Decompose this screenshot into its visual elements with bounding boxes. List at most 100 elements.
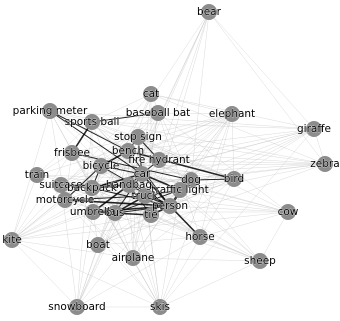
node-label-person: person (152, 200, 188, 212)
edge-bicycle-bird (100, 165, 235, 180)
edge-zebra-bicycle (100, 163, 326, 167)
strong-edge-bench-bird (127, 150, 235, 180)
node-stop-sign (130, 129, 146, 145)
node-skis (152, 299, 168, 315)
edge-bicycle-kite (11, 165, 102, 241)
edge-backpack-sheep (91, 187, 261, 262)
edge-zebra-dog (190, 163, 326, 181)
node-label-tie: tie (144, 209, 158, 221)
edge-tie-boat (97, 214, 152, 246)
edge-stop-sign-bird (137, 136, 235, 180)
edge-bird-airplane (132, 178, 235, 259)
edge-elephant-skis (159, 113, 233, 308)
edge-airplane-sheep (132, 257, 261, 262)
edge-fire-hydrant-zebra (158, 159, 326, 165)
node-label-kite: kite (2, 234, 22, 246)
node-motorcycle (57, 192, 73, 208)
node-train (29, 167, 45, 183)
edge-elephant-bicycle (100, 113, 233, 167)
edge-kite-airplane (11, 239, 134, 259)
edge-sports-ball-giraffe (91, 121, 315, 130)
edge-frisbee-traffic-light (71, 152, 181, 191)
node-suitcase (53, 177, 69, 193)
edge-parking-meter-bird (49, 110, 235, 180)
node-label-airplane: airplane (112, 252, 155, 264)
edge-backpack-skis (91, 187, 161, 308)
edge-elephant-train (36, 113, 233, 176)
node-label-bird: bird (224, 173, 244, 185)
node-label-parking-meter: parking meter (13, 105, 88, 117)
node-bench (120, 143, 136, 159)
edge-elephant-bird (231, 113, 235, 180)
edge-cat-elephant (150, 93, 233, 115)
node-cow (280, 204, 296, 220)
edge-tie-horse (150, 214, 201, 238)
edge-giraffe-person (169, 128, 315, 207)
node-person (162, 198, 178, 214)
edge-bear-fire-hydrant (158, 11, 210, 161)
node-parking-meter (42, 103, 58, 119)
node-bicycle (93, 158, 109, 174)
edge-bus-airplane (114, 212, 134, 259)
edge-suitcase-skis (60, 184, 161, 308)
edge-cow-kite (11, 211, 289, 241)
node-label-snowboard: snowboard (48, 301, 105, 313)
node-giraffe (306, 121, 322, 137)
edge-train-kite (11, 174, 38, 241)
edge-dog-sheep (190, 179, 261, 262)
node-label-suitcase: suitcase (39, 179, 82, 191)
edge-baseball-bat-airplane (132, 112, 159, 259)
node-label-backpack: backpack (67, 182, 118, 194)
node-frisbee (64, 145, 80, 161)
node-zebra (317, 156, 333, 172)
edge-horse-boat (97, 236, 201, 246)
edge-horse-snowboard (76, 236, 201, 308)
edge-sports-ball-stop-sign (91, 121, 139, 138)
node-label-giraffe: giraffe (297, 123, 331, 135)
node-truck (137, 188, 153, 204)
edge-giraffe-bird (233, 128, 315, 180)
edge-handbag-skis (128, 184, 161, 308)
node-elephant (224, 106, 240, 122)
node-label-horse: horse (185, 231, 214, 243)
graph-labels: bear cat baseball bat parking meter elephant… (2, 6, 340, 314)
edge-motorcycle-skis (64, 199, 161, 308)
strong-edge-person-bench (127, 150, 171, 207)
node-sports-ball (84, 114, 100, 130)
node-snowboard (69, 299, 85, 315)
node-cat (143, 86, 159, 102)
edge-traffic-light-sheep (179, 189, 261, 262)
edge-motorcycle-airplane (64, 199, 134, 259)
node-label-bench: bench (112, 145, 144, 157)
node-label-elephant: elephant (209, 108, 255, 120)
edge-bear-snowboard (76, 11, 210, 308)
node-label-skis: skis (150, 301, 170, 313)
edge-kite-snowboard (11, 239, 78, 308)
node-label-truck: truck (132, 190, 160, 202)
node-boat (90, 237, 106, 253)
edge-bench-backpack (91, 150, 129, 189)
node-label-bicycle: bicycle (83, 160, 120, 172)
edge-cat-zebra (150, 93, 326, 165)
node-label-motorcycle: motorcycle (36, 194, 94, 206)
node-label-sheep: sheep (244, 255, 276, 267)
edge-kite-skis (11, 239, 161, 308)
edge-umbrella-snowboard (76, 211, 94, 308)
node-label-baseball-bat: baseball bat (126, 107, 191, 119)
edge-elephant-horse (199, 113, 233, 238)
edge-sports-ball-bird (91, 121, 235, 180)
edge-car-snowboard (76, 173, 143, 308)
edge-stop-sign-airplane (132, 136, 139, 259)
strong-edge-parking-meter-car (49, 110, 143, 175)
edge-car-cow (141, 173, 289, 213)
node-label-bear: bear (197, 6, 222, 18)
strong-edge-sports-ball-baseball-bat (91, 112, 159, 123)
strong-edge-bicycle-motorcycle (64, 165, 102, 201)
node-umbrella (85, 204, 101, 220)
node-tie (143, 207, 159, 223)
edge-backpack-tie (91, 187, 152, 216)
edge-bear-giraffe (208, 11, 315, 130)
edge-bear-dog (190, 11, 210, 181)
